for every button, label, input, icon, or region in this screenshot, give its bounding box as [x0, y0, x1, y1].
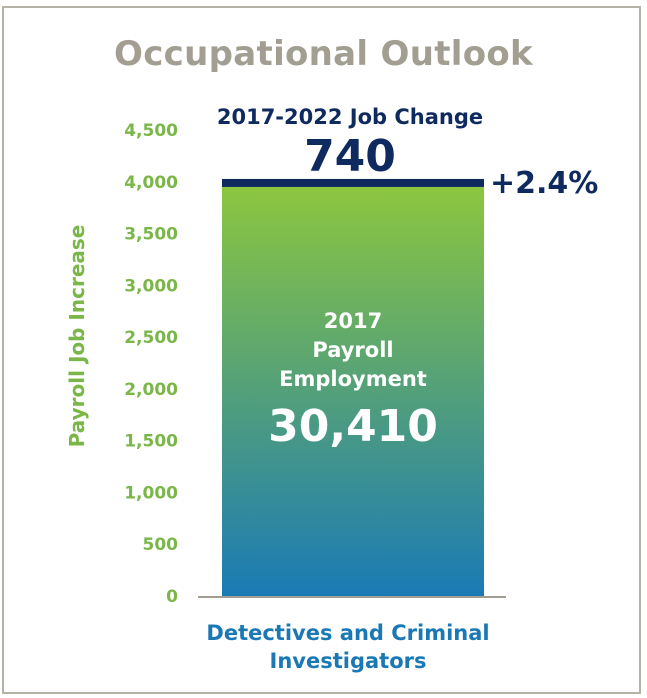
- y-tick-label: 4,000: [124, 173, 178, 193]
- y-tick-label: 500: [143, 535, 179, 555]
- y-tick-label: 2,500: [124, 328, 178, 348]
- chart-frame: [2, 6, 641, 694]
- x-category-line-1: Detectives and Criminal: [206, 621, 489, 645]
- change-value: 740: [304, 131, 396, 182]
- x-category-line-2: Investigators: [270, 649, 427, 673]
- base-label-line-2: Payroll: [312, 338, 393, 362]
- base-label-line-3: Employment: [279, 367, 427, 391]
- change-band: [222, 178, 484, 187]
- y-tick-label: 1,500: [124, 432, 178, 452]
- y-tick-label: 3,000: [124, 276, 178, 296]
- y-tick-label: 2,000: [124, 380, 178, 400]
- chart-title: Occupational Outlook: [114, 34, 533, 74]
- base-label-line-1: 2017: [324, 309, 382, 333]
- y-tick-label: 4,500: [124, 121, 178, 141]
- y-tick-label: 1,000: [124, 483, 178, 503]
- base-value: 30,410: [268, 401, 438, 452]
- y-axis-label: Payroll Job Increase: [65, 225, 89, 448]
- change-label: 2017-2022 Job Change: [217, 105, 483, 129]
- y-tick-label: 3,500: [124, 225, 178, 245]
- y-tick-label: 0: [166, 587, 178, 607]
- change-percent: +2.4%: [490, 166, 598, 201]
- base-bar: [222, 186, 484, 596]
